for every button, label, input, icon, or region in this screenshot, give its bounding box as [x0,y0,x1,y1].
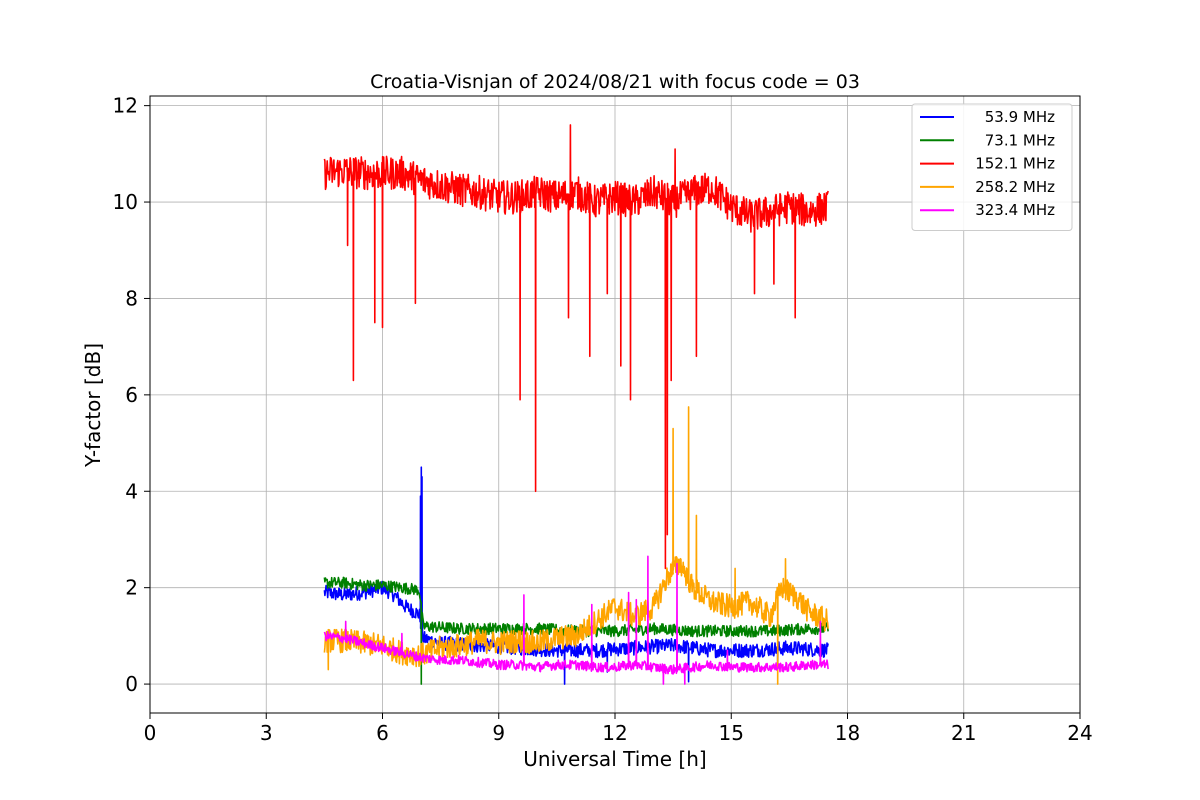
x-tick-label: 0 [144,721,157,745]
legend-entry-label: 73.1 MHz [985,131,1055,149]
y-tick-label: 0 [125,672,138,696]
x-tick-label: 12 [602,721,627,745]
legend-box [911,103,1073,231]
y-tick-label: 4 [125,479,138,503]
series-line-1 [323,466,829,685]
legend-entry-label: 323.4 MHz [975,201,1055,219]
y-tick-label: 12 [113,94,138,118]
legend-entry-label: 53.9 MHz [985,108,1055,126]
x-axis-label: Universal Time [h] [523,747,706,771]
series-line-5 [323,555,829,685]
y-tick-label: 8 [125,286,138,310]
series-line-4 [323,406,829,685]
y-axis-label: Y-factor [dB] [81,343,105,468]
x-tick-label: 6 [376,721,389,745]
x-tick-label: 9 [492,721,505,745]
y-tick-label: 6 [125,383,138,407]
y-tick-label: 10 [113,190,138,214]
series-layer [323,124,829,685]
x-tick-label: 21 [951,721,976,745]
x-tick-label: 15 [719,721,744,745]
series-line-3 [323,124,829,570]
legend-entry-label: 152.1 MHz [975,155,1055,173]
legend: 53.9 MHz 73.1 MHz 152.1 MHz 258.2 MHz 323.4 … [911,103,1073,231]
x-tick-label: 24 [1067,721,1092,745]
x-tick-label: 3 [260,721,273,745]
chart-title: Croatia-Visnjan of 2024/08/21 with focus… [370,71,860,93]
y-tick-label: 2 [125,576,138,600]
x-tick-label: 18 [835,721,860,745]
legend-entry-label: 258.2 MHz [975,178,1055,196]
